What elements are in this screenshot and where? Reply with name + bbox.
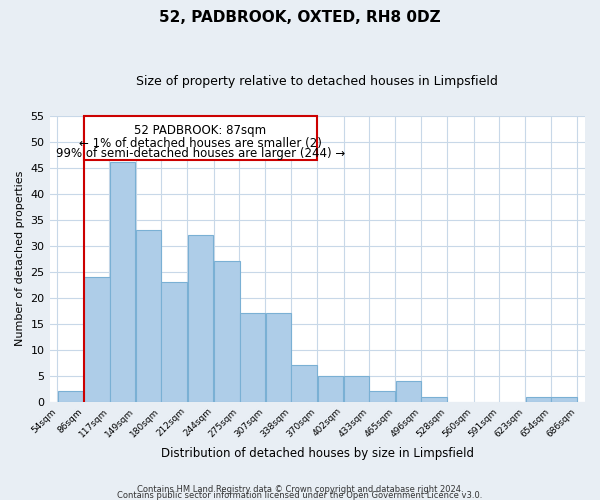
Text: ← 1% of detached houses are smaller (2): ← 1% of detached houses are smaller (2) [79, 137, 322, 150]
Y-axis label: Number of detached properties: Number of detached properties [15, 171, 25, 346]
Bar [239, 314, 265, 402]
Bar [58, 392, 83, 402]
Bar [526, 396, 551, 402]
Bar [266, 314, 292, 402]
Bar [136, 230, 161, 402]
Text: Contains HM Land Registry data © Crown copyright and database right 2024.: Contains HM Land Registry data © Crown c… [137, 484, 463, 494]
Bar [84, 116, 317, 160]
Bar [188, 235, 213, 402]
Bar [161, 282, 187, 402]
Bar [344, 376, 370, 402]
Text: Contains public sector information licensed under the Open Government Licence v3: Contains public sector information licen… [118, 490, 482, 500]
Text: 52 PADBROOK: 87sqm: 52 PADBROOK: 87sqm [134, 124, 266, 136]
Bar [292, 366, 317, 402]
X-axis label: Distribution of detached houses by size in Limpsfield: Distribution of detached houses by size … [161, 447, 474, 460]
Bar [214, 261, 239, 402]
Title: Size of property relative to detached houses in Limpsfield: Size of property relative to detached ho… [136, 75, 498, 88]
Bar [370, 392, 395, 402]
Bar [110, 162, 135, 402]
Bar [84, 277, 110, 402]
Bar [317, 376, 343, 402]
Text: 99% of semi-detached houses are larger (244) →: 99% of semi-detached houses are larger (… [56, 148, 345, 160]
Bar [396, 381, 421, 402]
Bar [551, 396, 577, 402]
Bar [421, 396, 447, 402]
Text: 52, PADBROOK, OXTED, RH8 0DZ: 52, PADBROOK, OXTED, RH8 0DZ [159, 10, 441, 25]
